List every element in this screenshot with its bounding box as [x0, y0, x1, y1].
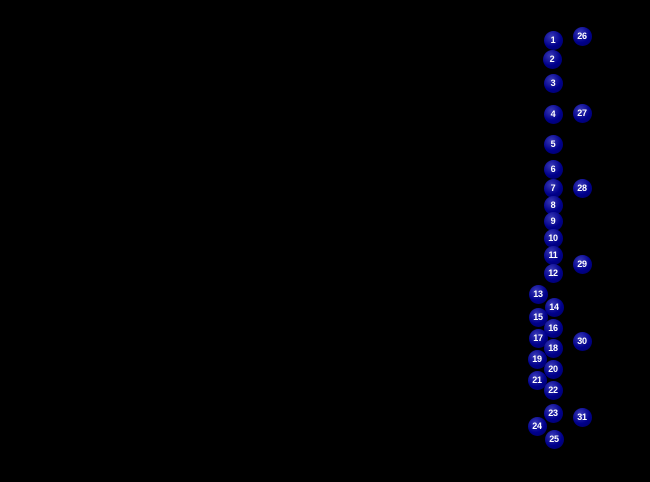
- marker-number: 31: [577, 411, 587, 422]
- marker-number: 5: [550, 138, 556, 149]
- marker-5[interactable]: 5: [543, 134, 563, 154]
- marker-number: 24: [532, 420, 542, 431]
- marker-number: 29: [577, 258, 587, 269]
- marker-26[interactable]: 26: [572, 26, 592, 46]
- marker-8[interactable]: 8: [543, 195, 563, 215]
- marker-13[interactable]: 13: [528, 284, 548, 304]
- marker-number: 14: [549, 301, 559, 312]
- marker-27[interactable]: 27: [572, 103, 592, 123]
- marker-number: 3: [550, 77, 556, 88]
- marker-number: 19: [532, 353, 542, 364]
- marker-number: 7: [550, 182, 556, 193]
- marker-number: 9: [550, 215, 556, 226]
- marker-number: 13: [533, 288, 543, 299]
- marker-number: 8: [550, 199, 556, 210]
- marker-number: 18: [548, 342, 558, 353]
- marker-number: 11: [548, 249, 558, 260]
- marker-number: 16: [548, 322, 558, 333]
- marker-number: 2: [549, 53, 555, 64]
- marker-19[interactable]: 19: [527, 349, 547, 369]
- marker-number: 27: [577, 107, 587, 118]
- marker-25[interactable]: 25: [544, 429, 564, 449]
- marker-1[interactable]: 1: [543, 30, 563, 50]
- marker-22[interactable]: 22: [543, 380, 563, 400]
- marker-14[interactable]: 14: [544, 297, 564, 317]
- marker-number: 10: [548, 232, 558, 243]
- marker-number: 21: [532, 374, 542, 385]
- marker-23[interactable]: 23: [543, 403, 563, 423]
- marker-number: 6: [550, 163, 556, 174]
- marker-3[interactable]: 3: [543, 73, 563, 93]
- marker-number: 15: [533, 311, 543, 322]
- marker-number: 1: [550, 34, 556, 45]
- marker-20[interactable]: 20: [543, 359, 563, 379]
- marker-30[interactable]: 30: [572, 331, 592, 351]
- marker-number: 22: [548, 384, 558, 395]
- marker-number: 12: [548, 267, 558, 278]
- marker-number: 30: [577, 335, 587, 346]
- marker-31[interactable]: 31: [572, 407, 592, 427]
- marker-29[interactable]: 29: [572, 254, 592, 274]
- marker-number: 23: [548, 407, 558, 418]
- marker-11[interactable]: 11: [543, 245, 563, 265]
- marker-9[interactable]: 9: [543, 211, 563, 231]
- marker-number: 17: [533, 332, 543, 343]
- marker-21[interactable]: 21: [527, 370, 547, 390]
- marker-24[interactable]: 24: [527, 416, 547, 436]
- marker-number: 20: [548, 363, 558, 374]
- marker-2[interactable]: 2: [542, 49, 562, 69]
- marker-10[interactable]: 10: [543, 228, 563, 248]
- marker-number: 26: [577, 30, 587, 41]
- marker-6[interactable]: 6: [543, 159, 563, 179]
- marker-7[interactable]: 7: [543, 178, 563, 198]
- marker-18[interactable]: 18: [543, 338, 563, 358]
- marker-number: 25: [549, 433, 559, 444]
- marker-16[interactable]: 16: [543, 318, 563, 338]
- marker-28[interactable]: 28: [572, 178, 592, 198]
- marker-12[interactable]: 12: [543, 263, 563, 283]
- marker-4[interactable]: 4: [543, 104, 563, 124]
- marker-17[interactable]: 17: [528, 328, 548, 348]
- marker-number: 4: [550, 108, 556, 119]
- marker-number: 28: [577, 182, 587, 193]
- marker-15[interactable]: 15: [528, 307, 548, 327]
